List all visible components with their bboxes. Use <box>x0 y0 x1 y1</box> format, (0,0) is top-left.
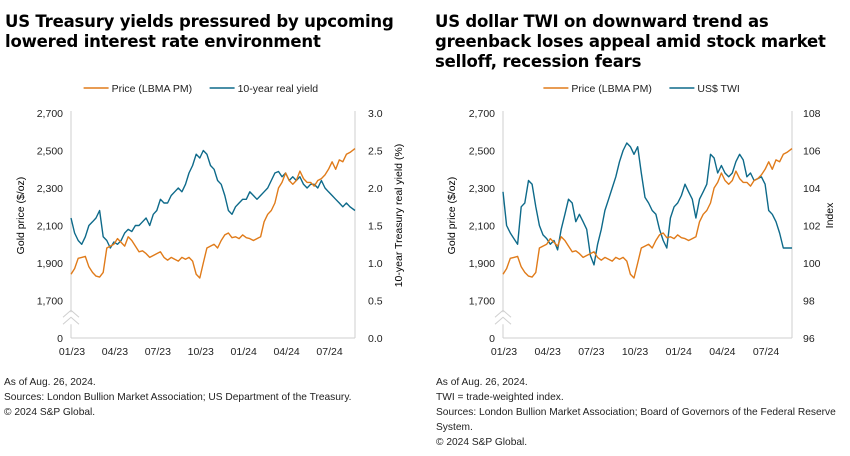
y2-tick-label: 102 <box>803 221 821 233</box>
y-tick-label: 0 <box>57 333 63 345</box>
y2-tick-label: 98 <box>803 296 815 308</box>
legend-label: US$ TWI <box>697 83 739 95</box>
x-tick-label: 10/23 <box>188 346 214 358</box>
y-tick-label: 2,700 <box>37 108 63 120</box>
note-copyright: © 2024 S&P Global. <box>436 437 528 448</box>
y2-tick-label: 1.5 <box>368 221 383 233</box>
x-tick-label: 04/24 <box>273 346 299 358</box>
axis-break-icon <box>62 316 80 325</box>
chart-notes: As of Aug. 26, 2024. Sources: London Bul… <box>4 375 419 420</box>
series-line-gold-price <box>502 148 793 279</box>
note-as-of: As of Aug. 26, 2024. <box>4 377 96 388</box>
left-chart-panel: US Treasury yields pressured by upcoming… <box>4 12 419 420</box>
y2-tick-label: 0.0 <box>368 333 383 345</box>
y2-tick-label: 108 <box>803 108 821 120</box>
y-tick-label: 1,900 <box>37 258 63 270</box>
y2-tick-label: 2.5 <box>368 146 383 158</box>
y-axis-title: Gold price ($/oz) <box>15 177 27 255</box>
chart-notes: As of Aug. 26, 2024. TWI = trade-weighte… <box>436 375 850 450</box>
legend-label: 10-year real yield <box>238 83 319 95</box>
x-tick-label: 01/24 <box>231 346 257 358</box>
y-tick-label: 2,500 <box>469 146 495 158</box>
note-sources: Sources: London Bullion Market Associati… <box>4 392 352 403</box>
y-tick-label: 0 <box>489 333 495 345</box>
y-tick-label: 2,700 <box>469 108 495 120</box>
chart-title: US dollar TWI on downward trend as green… <box>435 12 826 71</box>
x-tick-label: 01/23 <box>491 346 517 358</box>
y-tick-label: 2,500 <box>37 146 63 158</box>
y2-tick-label: 100 <box>803 258 821 270</box>
y2-tick-label: 2.0 <box>368 183 383 195</box>
note-as-of: As of Aug. 26, 2024. <box>436 377 528 388</box>
right-chart: 0 1,700 1,900 2,100 2,300 2,500 2,700 96 98 100 10… <box>446 83 836 358</box>
axis-break-icon <box>494 309 512 318</box>
y2-tick-label: 104 <box>803 183 821 195</box>
y2-axis-title: Index <box>824 202 836 228</box>
y-axis-title: Gold price ($/oz) <box>446 177 458 255</box>
y-tick-label: 2,100 <box>469 221 495 233</box>
y-tick-label: 1,900 <box>469 258 495 270</box>
series-line-real-yield <box>70 149 356 249</box>
legend-label: Price (LBMA PM) <box>112 83 193 95</box>
y-tick-label: 1,700 <box>37 296 63 308</box>
y2-tick-label: 0.5 <box>368 296 383 308</box>
axis-break-icon <box>62 309 80 318</box>
x-tick-label: 04/24 <box>709 346 735 358</box>
series-line-twi <box>502 142 792 266</box>
right-chart-panel: US dollar TWI on downward trend as green… <box>425 0 850 456</box>
x-tick-label: 01/23 <box>59 346 85 358</box>
y2-tick-label: 106 <box>803 146 821 158</box>
note-abbreviation: TWI = trade-weighted index. <box>436 392 564 403</box>
x-tick-label: 07/23 <box>578 346 604 358</box>
chart-title: US Treasury yields pressured by upcoming… <box>5 12 394 51</box>
y2-tick-label: 96 <box>803 333 815 345</box>
x-tick-label: 04/23 <box>535 346 561 358</box>
y-tick-label: 1,700 <box>469 296 495 308</box>
series-line-gold-price <box>70 148 356 279</box>
left-chart: 0 1,700 1,900 2,100 2,300 2,500 2,700 0.0 0.5 1.0… <box>15 83 405 358</box>
y-tick-label: 2,100 <box>37 221 63 233</box>
x-tick-label: 07/24 <box>753 346 779 358</box>
y-tick-label: 2,300 <box>469 183 495 195</box>
x-tick-label: 07/24 <box>316 346 342 358</box>
axis-break-icon <box>494 316 512 325</box>
x-tick-label: 01/24 <box>666 346 692 358</box>
legend-label: Price (LBMA PM) <box>571 83 652 95</box>
x-tick-label: 07/23 <box>145 346 171 358</box>
y2-tick-label: 1.0 <box>368 258 383 270</box>
y2-axis-title: 10-year Treasury real yield (%) <box>393 144 405 288</box>
note-sources: Sources: London Bullion Market Associati… <box>436 407 836 433</box>
y2-tick-label: 3.0 <box>368 108 383 120</box>
note-copyright: © 2024 S&P Global. <box>4 407 96 418</box>
x-tick-label: 10/23 <box>622 346 648 358</box>
x-tick-label: 04/23 <box>102 346 128 358</box>
y-tick-label: 2,300 <box>37 183 63 195</box>
